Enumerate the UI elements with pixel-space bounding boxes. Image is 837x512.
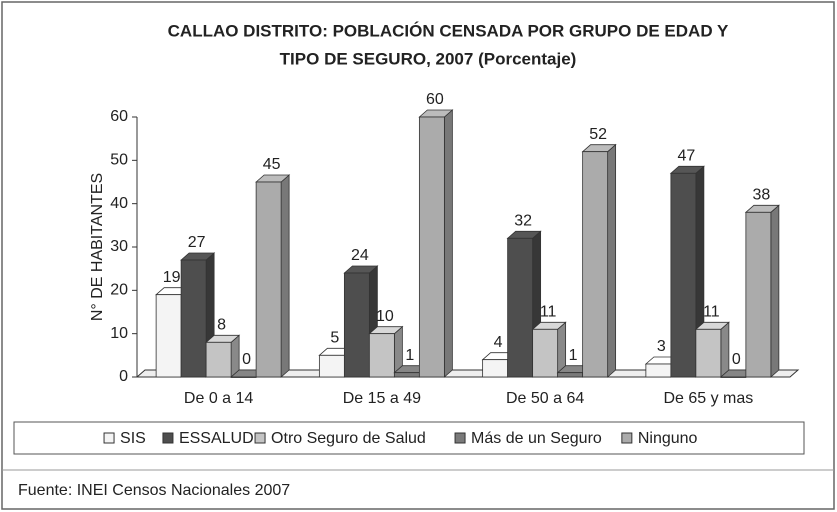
data-label: 38 <box>752 187 770 204</box>
bar <box>720 376 747 378</box>
x-tick-label: De 0 a 14 <box>184 390 253 407</box>
data-label: 52 <box>589 126 607 143</box>
bar <box>343 272 370 378</box>
y-tick-label: 10 <box>110 325 128 342</box>
bar <box>532 328 559 378</box>
y-tick-label: 30 <box>110 238 128 255</box>
legend-box <box>13 421 805 455</box>
bar <box>482 359 509 378</box>
bar-side <box>607 143 617 378</box>
data-label: 11 <box>540 304 557 321</box>
chart-title: TIPO DE SEGURO, 2007 (Porcentaje) <box>280 49 577 68</box>
data-label: 60 <box>426 91 444 108</box>
bar <box>745 211 772 378</box>
bar <box>393 372 420 378</box>
legend-label: Ninguno <box>638 430 698 447</box>
data-label: 27 <box>188 234 206 251</box>
data-label: 4 <box>494 334 503 351</box>
legend-label: SIS <box>120 430 146 447</box>
data-label: 0 <box>732 351 741 368</box>
legend-label: Más de un Seguro <box>471 430 602 447</box>
data-label: 19 <box>163 269 181 286</box>
bar <box>368 333 395 378</box>
y-tick-label: 0 <box>119 368 128 385</box>
bar-side <box>770 204 780 378</box>
legend-swatch <box>103 432 115 444</box>
y-axis-label: N° DE HABITANTES <box>89 173 106 321</box>
data-label: 5 <box>330 330 339 347</box>
bar <box>230 376 257 378</box>
bar-side <box>720 321 730 378</box>
bar <box>645 363 672 378</box>
legend-swatch <box>621 432 633 444</box>
bar <box>205 341 232 378</box>
bar <box>507 237 534 378</box>
bar <box>695 328 722 378</box>
bar <box>255 181 282 378</box>
x-tick-label: De 15 a 49 <box>343 390 421 407</box>
bar <box>155 294 182 378</box>
bar <box>418 116 445 378</box>
bar-side <box>443 109 453 378</box>
legend-swatch <box>162 432 174 444</box>
legend-label: ESSALUD <box>179 430 254 447</box>
y-tick-label: 50 <box>110 152 128 169</box>
y-tick-label: 60 <box>110 108 128 125</box>
data-label: 10 <box>376 308 394 325</box>
legend-swatch <box>254 432 266 444</box>
y-tick-label: 20 <box>110 282 128 299</box>
y-tick-label: 40 <box>110 195 128 212</box>
data-label: 32 <box>514 213 532 230</box>
data-label: 24 <box>351 247 369 264</box>
data-label: 8 <box>217 317 226 334</box>
data-label: 1 <box>405 347 414 364</box>
chart-title: CALLAO DISTRITO: POBLACIÓN CENSADA POR G… <box>168 21 729 40</box>
data-label: 45 <box>263 156 281 173</box>
bar-side <box>280 174 290 378</box>
bar <box>670 172 697 378</box>
source: Fuente: INEI Censos Nacionales 2007 <box>18 482 290 499</box>
data-label: 0 <box>242 351 251 368</box>
legend-label: Otro Seguro de Salud <box>271 430 426 447</box>
bar <box>557 372 584 378</box>
x-tick-label: De 65 y mas <box>663 390 753 407</box>
data-label: 11 <box>703 304 720 321</box>
legend-swatch <box>454 432 466 444</box>
data-label: 47 <box>677 148 695 165</box>
bar <box>318 354 345 378</box>
x-tick-label: De 50 a 64 <box>506 390 584 407</box>
data-label: 1 <box>569 347 578 364</box>
bar <box>582 151 609 378</box>
bar <box>180 259 207 378</box>
data-label: 3 <box>657 338 666 355</box>
